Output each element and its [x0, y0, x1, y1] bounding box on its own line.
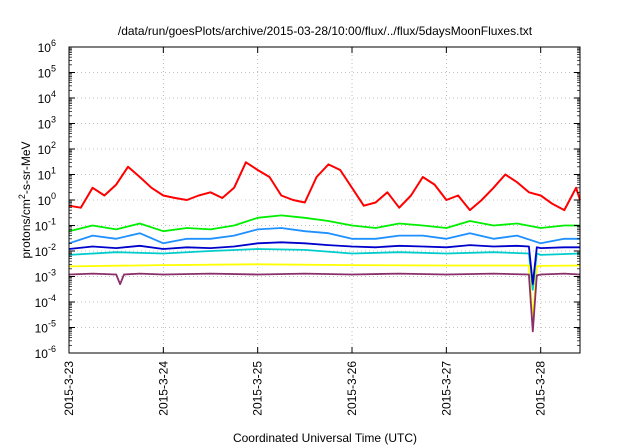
- x-tick-label: 2015-3-24: [156, 361, 170, 416]
- y-tick-base: 10: [35, 322, 49, 336]
- y-tick-exponent: 3: [51, 115, 56, 125]
- y-tick-exponent: -5: [48, 319, 56, 329]
- x-tick-label: 2015-3-28: [534, 361, 548, 416]
- x-tick-label: 2015-3-25: [251, 361, 265, 416]
- y-tick-base: 10: [38, 118, 52, 132]
- y-tick-exponent: -4: [48, 293, 56, 303]
- x-axis-label: Coordinated Universal Time (UTC): [233, 431, 417, 445]
- y-axis-label-superscript: 2: [17, 194, 27, 199]
- y-tick-label: 10-6: [35, 344, 56, 361]
- series-line: [68, 241, 580, 286]
- series-group: [68, 161, 581, 333]
- series-line: [68, 248, 581, 291]
- y-tick-exponent: 1: [51, 166, 56, 176]
- y-tick-label: 10-2: [35, 242, 56, 259]
- axis-ticks: [68, 46, 580, 354]
- y-tick-label: 100: [38, 191, 56, 208]
- y-tick-base: 10: [35, 271, 49, 285]
- y-tick-label: 10-5: [35, 319, 56, 336]
- y-tick-base: 10: [35, 220, 49, 234]
- x-tick-label: 2015-3-23: [62, 361, 76, 416]
- y-tick-label: 10-3: [35, 268, 56, 285]
- x-tick-labels: 2015-3-23 2015-3-24 2015-3-25 2015-3-26 2015…: [62, 361, 548, 416]
- y-tick-exponent: 4: [51, 89, 56, 99]
- y-tick-exponent: -3: [48, 268, 56, 278]
- y-tick-base: 10: [35, 245, 49, 259]
- y-axis-label-main: protons/cm: [19, 199, 33, 258]
- y-tick-label: 10-1: [35, 217, 56, 234]
- series-line: [68, 263, 581, 321]
- y-tick-label: 101: [38, 166, 56, 183]
- y-tick-label: 10-4: [35, 293, 56, 310]
- x-tick-label: 2015-3-27: [439, 361, 453, 416]
- y-tick-base: 10: [38, 143, 52, 157]
- y-tick-base: 10: [38, 92, 52, 106]
- y-tick-label: 106: [38, 38, 56, 55]
- y-tick-base: 10: [35, 296, 49, 310]
- y-axis-label-rest: -s-sr-MeV: [19, 141, 33, 194]
- y-tick-exponent: -6: [48, 344, 56, 354]
- y-tick-base: 10: [38, 41, 52, 55]
- y-tick-label: 102: [38, 140, 56, 157]
- y-tick-base: 10: [35, 347, 49, 361]
- y-tick-base: 10: [38, 67, 52, 81]
- y-tick-exponent: 5: [51, 64, 56, 74]
- grid-lines: [68, 46, 580, 354]
- y-tick-exponent: -2: [48, 242, 56, 252]
- series-line: [68, 214, 580, 233]
- x-tick-label: 2015-3-26: [345, 361, 359, 416]
- y-tick-exponent: 6: [51, 38, 56, 48]
- series-line: [68, 272, 581, 333]
- y-tick-base: 10: [38, 194, 52, 208]
- y-tick-exponent: -1: [48, 217, 56, 227]
- y-tick-labels: 10-610-510-410-310-210-11001011021031041…: [35, 38, 56, 361]
- y-tick-label: 105: [38, 64, 56, 81]
- chart-title: /data/run/goesPlots/archive/2015-03-28/1…: [118, 24, 533, 38]
- y-axis-label: protons/cm2-s-sr-MeV: [17, 141, 33, 258]
- y-tick-exponent: 0: [51, 191, 56, 201]
- series-line: [68, 227, 580, 245]
- series-line: [68, 161, 581, 212]
- y-tick-label: 103: [38, 115, 56, 132]
- y-tick-base: 10: [38, 169, 52, 183]
- y-tick-exponent: 2: [51, 140, 56, 150]
- y-tick-label: 104: [38, 89, 56, 106]
